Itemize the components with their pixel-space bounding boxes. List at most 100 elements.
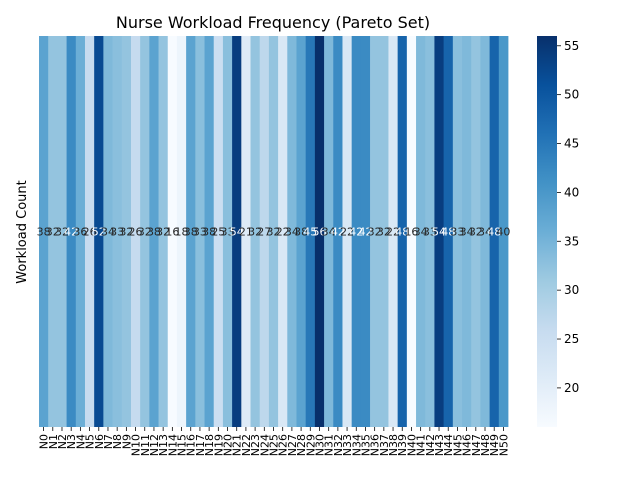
heatmap-cell xyxy=(480,36,491,427)
cell-value-label: 33 xyxy=(110,226,124,239)
cell-value-label: 54 xyxy=(432,226,446,239)
heatmap-cell xyxy=(222,36,233,427)
cell-value-label: 26 xyxy=(83,226,97,239)
heatmap-cell-labels: 3832324236265234333226323832161838333825… xyxy=(37,226,511,239)
cell-value-label: 38 xyxy=(37,226,51,239)
cell-value-label: 18 xyxy=(175,226,189,239)
cell-value-label: 34 xyxy=(414,226,428,239)
x-tick-label: N48 xyxy=(479,434,492,456)
x-tick-label: N35 xyxy=(359,434,372,456)
x-tick-label: N13 xyxy=(157,434,170,456)
colorbar xyxy=(537,36,557,427)
cell-value-label: 42 xyxy=(64,226,78,239)
cell-value-label: 48 xyxy=(487,226,501,239)
cell-value-label: 38 xyxy=(147,226,161,239)
cell-value-label: 36 xyxy=(73,226,87,239)
colorbar-tick-label: 50 xyxy=(564,88,579,102)
heatmap-cell xyxy=(195,36,205,427)
cell-value-label: 32 xyxy=(138,226,152,239)
heatmap-cell xyxy=(287,36,297,427)
heatmap-cell xyxy=(250,36,261,427)
heatmap-cell xyxy=(103,36,113,427)
cell-value-label: 16 xyxy=(165,226,179,239)
x-tick-label: N36 xyxy=(369,434,382,456)
colorbar-tick-label: 30 xyxy=(564,283,579,297)
cell-value-label: 52 xyxy=(92,226,106,239)
heatmap-cell xyxy=(397,36,408,427)
x-tick-label: N11 xyxy=(139,434,152,456)
chart-title: Nurse Workload Frequency (Pareto Set) xyxy=(116,13,430,32)
x-tick-label: N26 xyxy=(277,434,290,456)
heatmap-cell xyxy=(388,36,399,427)
cell-value-label: 32 xyxy=(119,226,133,239)
cell-value-label: 48 xyxy=(395,226,409,239)
heatmap-cells xyxy=(39,36,509,427)
cell-value-label: 26 xyxy=(129,226,143,239)
x-tick-label: N8 xyxy=(111,434,124,449)
x-tick-label: N2 xyxy=(56,434,69,449)
heatmap-cell xyxy=(370,36,380,427)
x-tick-label: N12 xyxy=(148,434,161,456)
cell-value-label: 16 xyxy=(404,226,418,239)
heatmap-cell xyxy=(324,36,334,427)
colorbar-tick-label: 35 xyxy=(564,234,579,248)
cell-value-label: 32 xyxy=(156,226,170,239)
heatmap-cell xyxy=(471,36,481,427)
heatmap-cell xyxy=(268,36,279,427)
heatmap-cell xyxy=(434,36,445,427)
heatmap-cell xyxy=(176,36,187,427)
cell-value-label: 38 xyxy=(184,226,198,239)
cell-value-label: 32 xyxy=(267,226,281,239)
heatmap-cell xyxy=(130,36,141,427)
heatmap-cell xyxy=(406,36,417,427)
y-axis-label: Workload Count xyxy=(15,180,30,283)
cell-value-label: 22 xyxy=(340,226,354,239)
x-axis: N0N1N2N3N4N5N6N7N8N9N10N11N12N13N14N15N1… xyxy=(38,427,510,456)
cell-value-label: 34 xyxy=(478,226,492,239)
colorbar-ticks: 20 25 30 35 40 45 50 55 xyxy=(557,39,579,395)
cell-value-label: 48 xyxy=(441,226,455,239)
x-tick-label: N21 xyxy=(231,434,244,456)
cell-value-label: 33 xyxy=(221,226,235,239)
heatmap-cell xyxy=(57,36,67,427)
cell-value-label: 33 xyxy=(193,226,207,239)
x-tick-label: N31 xyxy=(323,434,336,456)
heatmap-cell xyxy=(112,36,123,427)
heatmap-cell xyxy=(296,36,307,427)
x-tick-label: N42 xyxy=(424,434,437,456)
heatmap-cell xyxy=(462,36,472,427)
heatmap-cell xyxy=(75,36,86,427)
cell-value-label: 34 xyxy=(285,226,299,239)
x-tick-label: N28 xyxy=(295,434,308,456)
cell-value-label: 45 xyxy=(303,226,317,239)
heatmap-cell xyxy=(186,36,196,427)
heatmap-cell xyxy=(314,36,325,427)
heatmap-cell xyxy=(121,36,132,427)
x-tick-label: N49 xyxy=(488,434,501,456)
x-tick-label: N47 xyxy=(470,434,483,456)
x-tick-label: N9 xyxy=(120,434,133,449)
heatmap-cell xyxy=(259,36,270,427)
heatmap-cell xyxy=(66,36,77,427)
heatmap-cell xyxy=(342,36,353,427)
x-tick-label: N6 xyxy=(93,434,106,449)
cell-value-label: 32 xyxy=(248,226,262,239)
cell-value-label: 32 xyxy=(469,226,483,239)
x-tick-label: N30 xyxy=(313,434,326,456)
heatmap-cell xyxy=(443,36,454,427)
colorbar-tick-label: 45 xyxy=(564,137,579,151)
cell-value-label: 34 xyxy=(101,226,115,239)
colorbar-tick-label: 40 xyxy=(564,185,579,199)
heatmap-cell xyxy=(305,36,316,427)
cell-value-label: 32 xyxy=(368,226,382,239)
x-tick-label: N0 xyxy=(38,434,51,449)
x-tick-label: N23 xyxy=(249,434,262,456)
x-tick-label: N20 xyxy=(222,434,235,456)
cell-value-label: 34 xyxy=(460,226,474,239)
cell-value-label: 38 xyxy=(202,226,216,239)
heatmap-cell xyxy=(140,36,150,427)
cell-value-label: 54 xyxy=(230,226,244,239)
cell-value-label: 34 xyxy=(322,226,336,239)
cell-value-label: 32 xyxy=(46,226,60,239)
